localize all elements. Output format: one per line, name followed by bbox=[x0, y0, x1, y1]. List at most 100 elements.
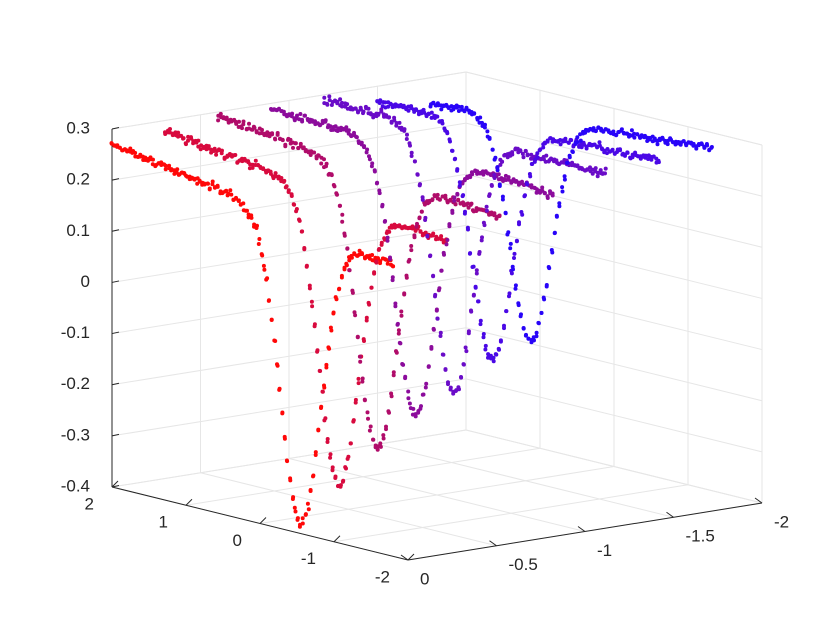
data-point bbox=[394, 121, 399, 125]
z-tick-label: 0.1 bbox=[66, 221, 90, 240]
data-point bbox=[355, 334, 360, 339]
data-point bbox=[632, 131, 637, 136]
data-point bbox=[367, 428, 372, 433]
data-point bbox=[652, 138, 657, 143]
data-point bbox=[394, 350, 399, 355]
y-tick-label: -1.5 bbox=[686, 527, 715, 546]
data-point bbox=[445, 199, 450, 203]
data-point bbox=[485, 129, 490, 134]
wall-edge bbox=[465, 71, 763, 146]
data-point bbox=[207, 187, 212, 192]
z-tick-mark bbox=[111, 485, 120, 488]
data-point bbox=[189, 135, 193, 140]
data-point bbox=[452, 195, 457, 200]
data-point bbox=[431, 326, 436, 331]
data-point bbox=[253, 158, 258, 163]
data-point bbox=[175, 167, 180, 172]
wall-gridline bbox=[111, 327, 467, 386]
data-point bbox=[273, 174, 278, 179]
data-point bbox=[385, 238, 390, 243]
data-point bbox=[513, 286, 518, 291]
data-point bbox=[495, 165, 500, 170]
data-point bbox=[429, 345, 434, 349]
data-point bbox=[575, 163, 580, 168]
data-point bbox=[627, 134, 631, 139]
data-point bbox=[656, 160, 661, 165]
data-point bbox=[567, 155, 572, 160]
data-point bbox=[310, 304, 315, 309]
data-point bbox=[460, 194, 465, 199]
data-point bbox=[391, 370, 396, 375]
data-point bbox=[305, 501, 310, 506]
data-point bbox=[324, 362, 329, 367]
data-point bbox=[428, 254, 432, 259]
data-point bbox=[365, 410, 370, 415]
data-point bbox=[498, 162, 503, 167]
data-point bbox=[379, 107, 384, 112]
data-point bbox=[409, 244, 414, 248]
data-point bbox=[404, 137, 409, 141]
data-point bbox=[554, 158, 559, 163]
data-point bbox=[163, 163, 168, 168]
z-tick-mark bbox=[111, 127, 120, 130]
data-point bbox=[234, 121, 239, 126]
data-point bbox=[377, 247, 382, 251]
data-point bbox=[492, 211, 497, 216]
data-point bbox=[381, 433, 386, 438]
data-point bbox=[419, 404, 423, 409]
data-point bbox=[542, 297, 547, 302]
data-point bbox=[366, 416, 370, 421]
data-point bbox=[302, 246, 307, 250]
data-point bbox=[378, 441, 383, 446]
data-point bbox=[312, 150, 317, 155]
data-point bbox=[280, 137, 285, 142]
data-point bbox=[265, 276, 270, 281]
data-point bbox=[383, 257, 388, 262]
data-point bbox=[543, 159, 548, 164]
data-point bbox=[536, 321, 541, 326]
data-point bbox=[196, 138, 201, 143]
data-point bbox=[214, 152, 219, 157]
data-point bbox=[384, 424, 388, 429]
data-point bbox=[498, 339, 503, 344]
data-point bbox=[349, 255, 354, 260]
data-point bbox=[306, 507, 311, 512]
data-point bbox=[457, 387, 461, 392]
data-point bbox=[578, 138, 583, 143]
x-tick-mark bbox=[185, 498, 193, 506]
data-point bbox=[362, 398, 367, 403]
data-point bbox=[477, 251, 482, 256]
data-point bbox=[413, 414, 418, 419]
data-point bbox=[215, 183, 220, 188]
data-point bbox=[275, 363, 280, 368]
data-point bbox=[344, 261, 349, 266]
wall-gridline bbox=[111, 429, 467, 488]
data-point bbox=[702, 145, 707, 150]
data-point bbox=[338, 97, 343, 102]
data-point bbox=[494, 216, 499, 221]
data-point bbox=[445, 131, 450, 136]
data-point bbox=[353, 313, 358, 318]
data-point bbox=[172, 168, 177, 173]
data-point bbox=[513, 283, 518, 288]
data-point bbox=[290, 497, 295, 501]
data-point bbox=[283, 142, 288, 147]
data-point bbox=[481, 335, 486, 340]
data-point bbox=[325, 440, 330, 444]
data-point bbox=[492, 157, 497, 162]
data-point bbox=[502, 326, 506, 331]
data-point bbox=[256, 242, 261, 246]
data-point bbox=[520, 151, 525, 156]
data-point bbox=[275, 131, 280, 135]
data-point bbox=[391, 373, 396, 378]
data-point bbox=[455, 192, 460, 197]
data-point bbox=[520, 212, 525, 217]
y-tick-label: -0.5 bbox=[509, 555, 538, 574]
data-point bbox=[167, 163, 172, 168]
data-point bbox=[514, 239, 519, 244]
data-point bbox=[195, 181, 200, 186]
data-point bbox=[558, 138, 563, 142]
data-point bbox=[320, 389, 325, 394]
data-point bbox=[570, 149, 575, 154]
data-point bbox=[268, 169, 273, 174]
